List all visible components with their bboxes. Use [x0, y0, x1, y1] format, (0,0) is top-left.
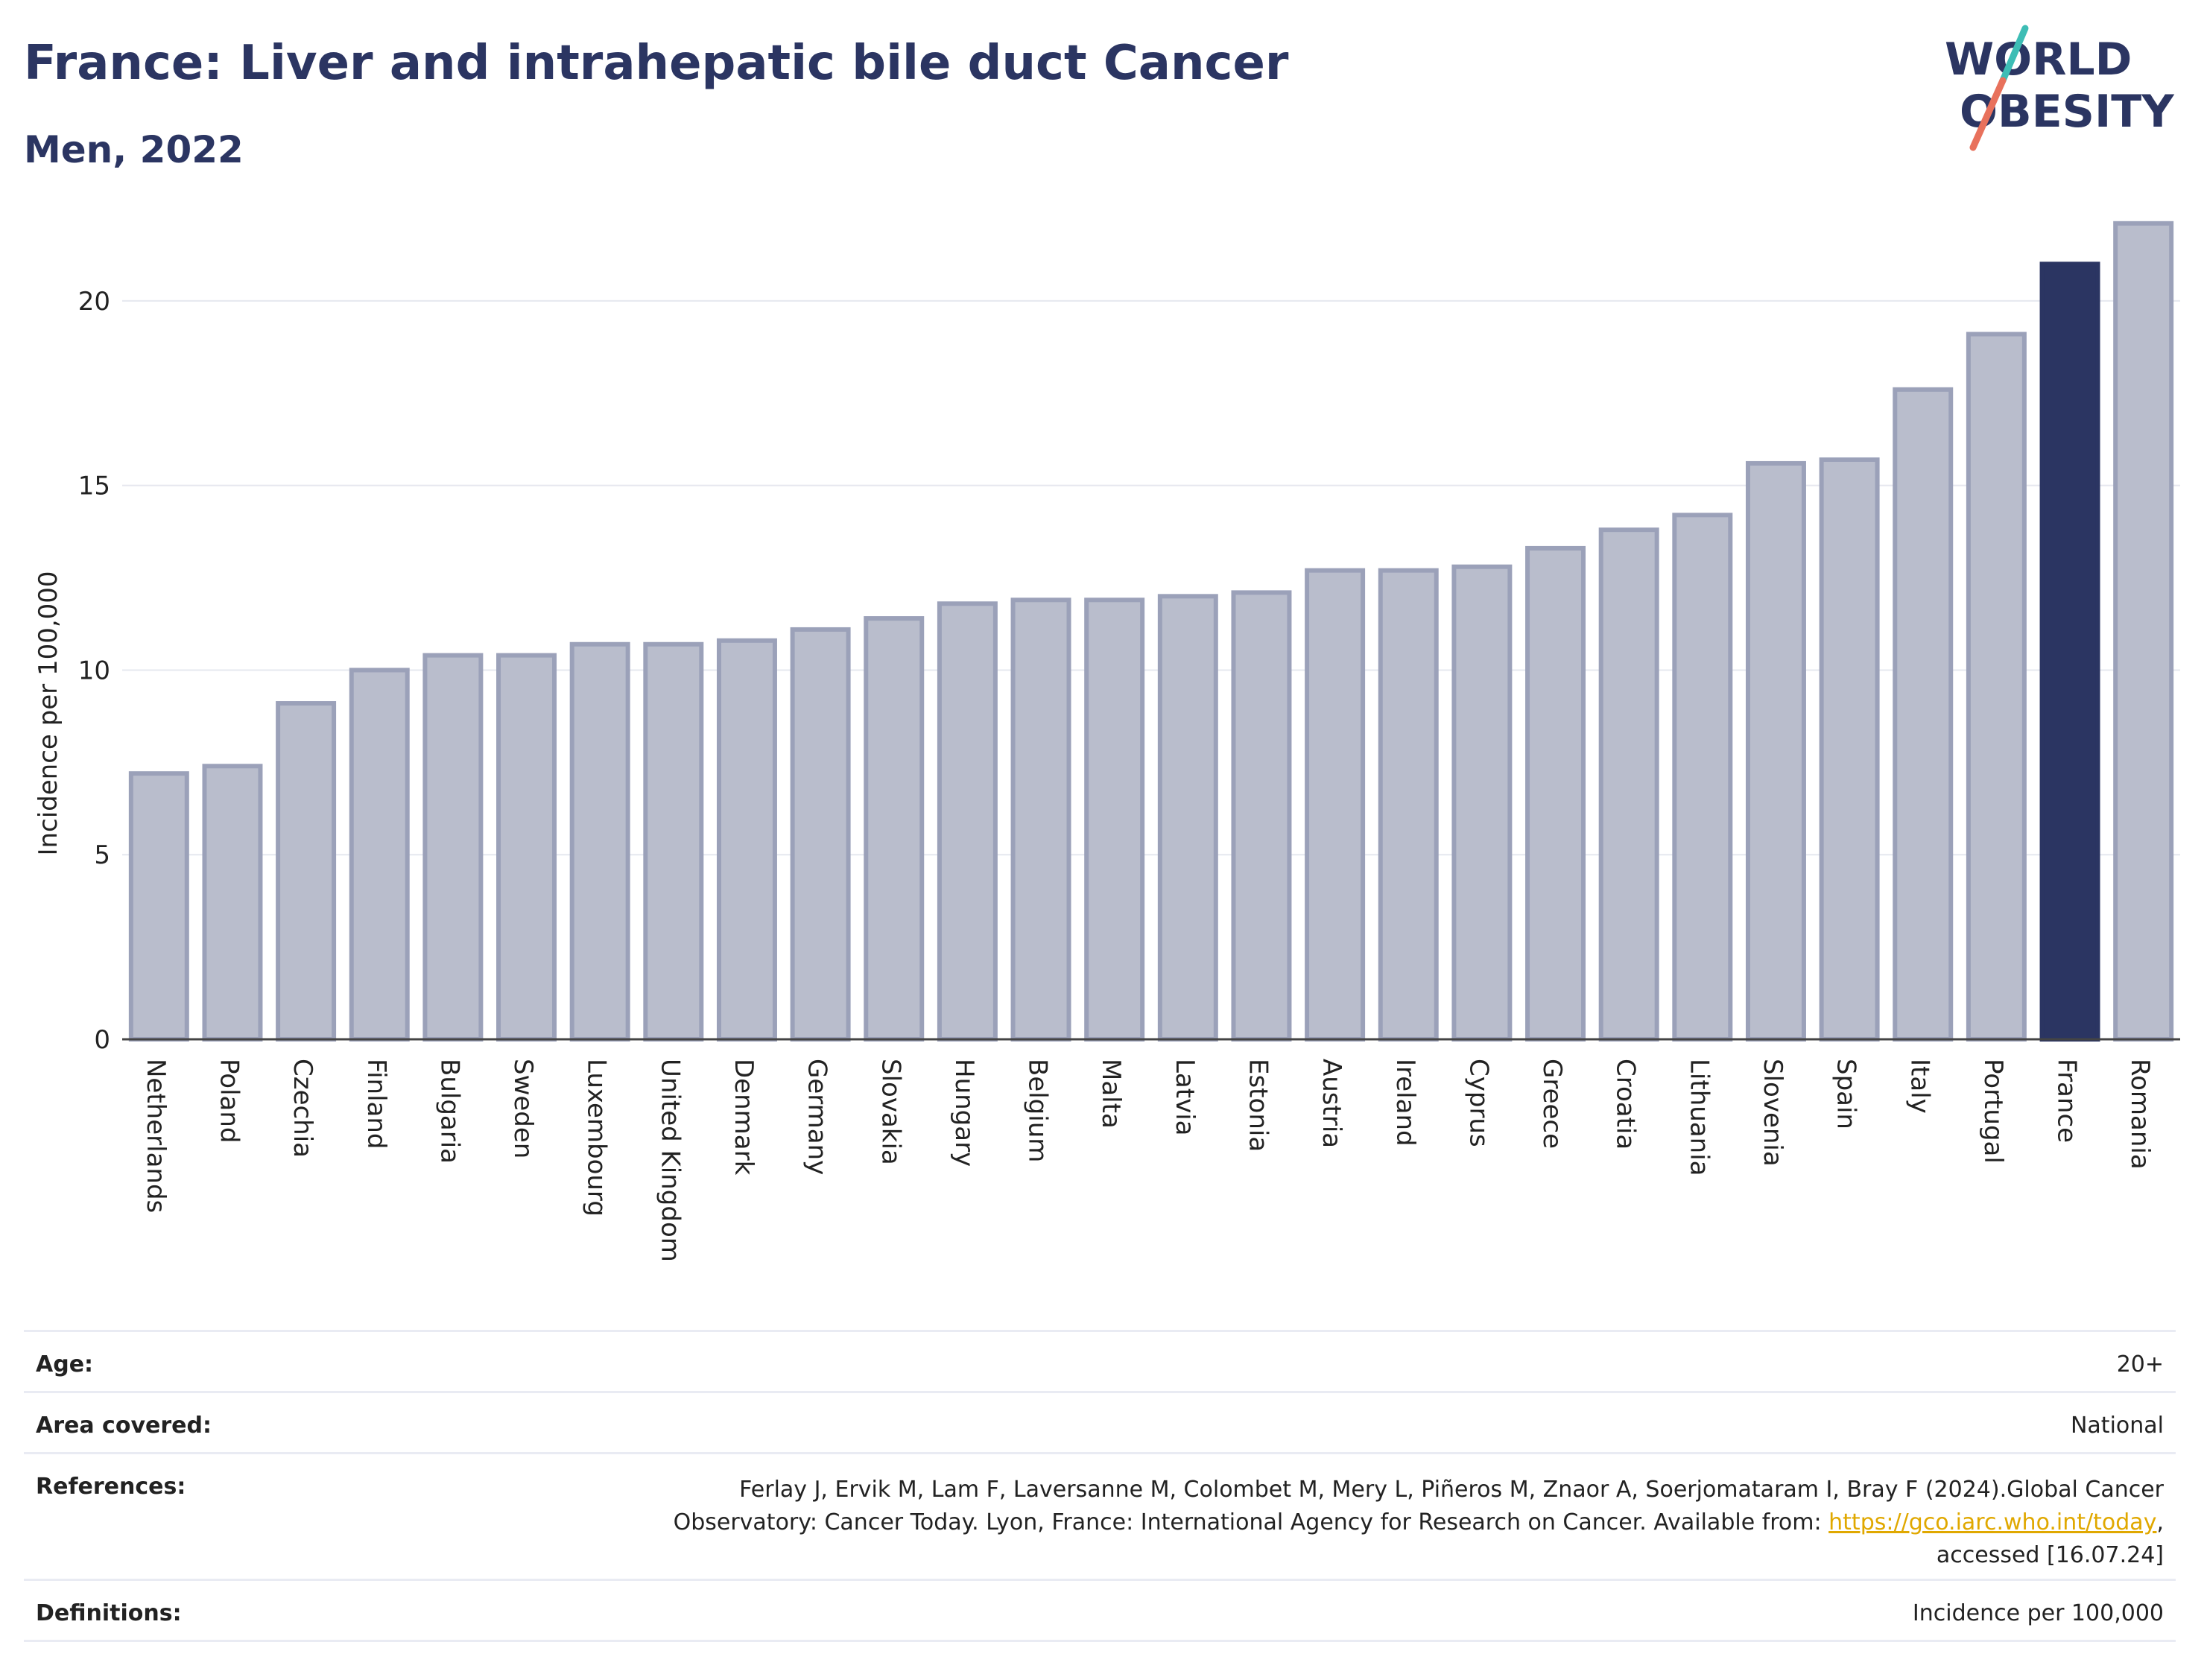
x-tick-label: Belgium — [1023, 1059, 1053, 1162]
x-tick-label: Netherlands — [141, 1059, 171, 1213]
world-obesity-logo: WORLD OBESITY — [1945, 25, 2175, 151]
area-value: National — [2070, 1413, 2164, 1439]
info-row-age: Age: 20+ — [24, 1330, 2176, 1393]
x-tick-label: Malta — [1096, 1059, 1126, 1129]
bar-germany — [790, 627, 851, 1042]
age-value: 20+ — [2116, 1351, 2164, 1378]
references-label: References: — [36, 1474, 186, 1500]
bar-cyprus — [1451, 564, 1513, 1042]
age-label: Age: — [36, 1351, 94, 1378]
bar-slovakia — [864, 616, 925, 1042]
info-bottom-border — [24, 1640, 2176, 1642]
x-tick-label: Slovakia — [875, 1059, 905, 1165]
bar-austria — [1305, 568, 1366, 1042]
info-row-references: References: Ferlay J, Ervik M, Lam F, La… — [24, 1452, 2176, 1581]
references-link[interactable]: https://gco.iarc.who.int/today — [1828, 1509, 2157, 1535]
y-tick-label: 10 — [78, 656, 110, 685]
x-tick-label: Estonia — [1243, 1059, 1273, 1152]
x-tick-label: Finland — [361, 1059, 391, 1150]
definitions-value: Incidence per 100,000 — [1912, 1600, 2164, 1626]
bar-finland — [349, 668, 410, 1042]
bar-lithuania — [1672, 513, 1733, 1042]
y-axis-label: Incidence per 100,000 — [34, 571, 63, 855]
y-tick-label: 20 — [78, 287, 110, 317]
bar-hungary — [937, 601, 998, 1042]
references-text-1: Ferlay J, Ervik M, Lam F, Laversanne M, … — [673, 1477, 2164, 1535]
x-tick-label: Luxembourg — [582, 1059, 612, 1217]
references-text-2: , accessed [16.07.24] — [1936, 1509, 2164, 1568]
bar-croatia — [1598, 527, 1659, 1042]
x-tick-label: Ireland — [1390, 1059, 1420, 1147]
definitions-label: Definitions: — [36, 1600, 182, 1626]
x-tick-label: Poland — [214, 1059, 244, 1144]
chart-title: France: Liver and intrahepatic bile duct… — [24, 36, 1289, 91]
x-tick-label: Cyprus — [1463, 1059, 1493, 1147]
bar-estonia — [1231, 590, 1292, 1042]
area-label: Area covered: — [36, 1413, 212, 1439]
x-tick-label: France — [2052, 1059, 2082, 1143]
info-row-definitions: Definitions: Incidence per 100,000 — [24, 1579, 2176, 1642]
bar-czechia — [276, 701, 337, 1042]
x-tick-label: Croatia — [1611, 1059, 1641, 1150]
bar-slovenia — [1745, 460, 1806, 1042]
logo-slash-teal — [1999, 25, 2029, 84]
bar-france — [2039, 261, 2100, 1042]
y-tick-label: 15 — [78, 472, 110, 501]
y-tick-label: 0 — [94, 1025, 110, 1055]
info-row-area: Area covered: National — [24, 1391, 2176, 1454]
x-tick-label: Italy — [1904, 1059, 1934, 1114]
x-axis-ticks: Netherlands Poland Czechia Finland Bulgaria S… — [141, 1059, 2155, 1262]
bar-ireland — [1378, 568, 1439, 1042]
y-tick-label: 5 — [94, 840, 110, 870]
y-axis-ticks: 0 5 10 15 20 — [78, 287, 110, 1055]
x-tick-label: Portugal — [1978, 1059, 2008, 1164]
x-tick-label: Czechia — [288, 1059, 317, 1158]
bar-latvia — [1157, 594, 1218, 1042]
bar-denmark — [716, 638, 777, 1042]
logo-line-1: WORLD — [1945, 34, 2132, 86]
bar-spain — [1819, 457, 1880, 1042]
chart-bars — [128, 221, 2174, 1042]
x-tick-label: Spain — [1831, 1059, 1861, 1129]
x-tick-label: Germany — [802, 1059, 832, 1175]
bar-chart: 0 5 10 15 20 Netherlands Poland Czechia Finland… — [34, 221, 2180, 1262]
bar-sweden — [496, 653, 557, 1042]
bar-netherlands — [128, 771, 189, 1042]
bar-portugal — [1966, 332, 2027, 1042]
x-tick-label: Lithuania — [1684, 1059, 1714, 1176]
bar-romania — [2113, 221, 2174, 1042]
bar-luxembourg — [569, 641, 630, 1042]
x-tick-label: United Kingdom — [655, 1059, 685, 1262]
bar-poland — [202, 764, 263, 1042]
references-value: Ferlay J, Ervik M, Lam F, Laversanne M, … — [599, 1474, 2164, 1572]
x-tick-label: Sweden — [508, 1059, 538, 1158]
x-tick-label: Latvia — [1170, 1059, 1200, 1136]
bar-greece — [1525, 545, 1586, 1042]
x-tick-label: Hungary — [949, 1059, 979, 1167]
info-table: Age: 20+ Area covered: National Referenc… — [24, 1330, 2176, 1650]
bar-italy — [1893, 387, 1954, 1042]
x-tick-label: Denmark — [729, 1059, 759, 1176]
logo-slash-coral — [1969, 77, 2007, 151]
x-tick-label: Bulgaria — [434, 1059, 464, 1164]
x-tick-label: Austria — [1317, 1059, 1346, 1148]
bar-united-kingdom — [643, 641, 704, 1042]
x-tick-label: Greece — [1537, 1059, 1567, 1149]
bar-belgium — [1010, 597, 1071, 1042]
chart-subtitle: Men, 2022 — [24, 128, 244, 171]
x-tick-label: Romania — [2125, 1059, 2155, 1170]
bar-bulgaria — [422, 653, 484, 1042]
bar-malta — [1084, 597, 1145, 1042]
x-tick-label: Slovenia — [1758, 1059, 1787, 1167]
